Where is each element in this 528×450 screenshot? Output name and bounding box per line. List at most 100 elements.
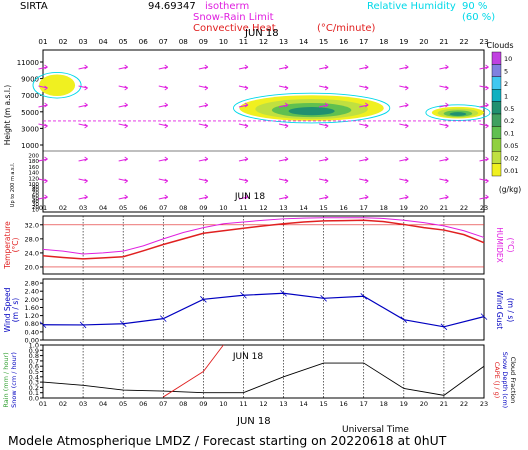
wind-speed-marker bbox=[79, 321, 87, 329]
wind-arrowhead bbox=[164, 85, 169, 91]
wind-arrowhead bbox=[324, 123, 329, 129]
hour-tick-label: 10 bbox=[219, 37, 229, 46]
cape-axis-title: CAPE (J / g) bbox=[493, 362, 501, 399]
rh-90-legend: 90 % bbox=[462, 1, 487, 12]
wind-arrow bbox=[118, 178, 128, 182]
wind-arrow bbox=[38, 85, 48, 89]
colorbar-tick-label: 0.05 bbox=[504, 142, 518, 150]
hour-tick-label: 14 bbox=[299, 400, 307, 408]
wind-arrow bbox=[38, 178, 48, 182]
wind-panel-frame bbox=[42, 278, 485, 341]
rh-60-legend: (60 %) bbox=[462, 12, 495, 23]
wind-arrowhead bbox=[204, 123, 209, 129]
wind-arrow bbox=[118, 66, 128, 70]
wind-arrowhead bbox=[44, 123, 48, 129]
hour-tick-label: 21 bbox=[440, 204, 448, 212]
hour-tick-label: 19 bbox=[400, 400, 408, 408]
wind-arrowhead bbox=[204, 194, 209, 200]
y-tick-label: 1.0 bbox=[29, 342, 39, 350]
wind-arrowhead bbox=[284, 102, 289, 108]
wind-arrow bbox=[359, 85, 369, 89]
snow-axis-title: Snow (cm / hour) bbox=[10, 352, 18, 408]
wind-arrowhead bbox=[124, 178, 128, 184]
wind-arrowhead bbox=[445, 194, 449, 200]
wind-arrowhead bbox=[124, 123, 128, 129]
wind-arrowhead bbox=[485, 102, 489, 108]
model-caption: Modele Atmospherique LMDZ / Forecast sta… bbox=[8, 433, 447, 448]
hour-tick-label: 23 bbox=[480, 400, 488, 408]
wind-arrow bbox=[118, 85, 128, 89]
humidex-line bbox=[42, 217, 485, 255]
wind-arrowhead bbox=[324, 64, 329, 70]
wind-arrow bbox=[158, 123, 168, 127]
wind-arrow bbox=[118, 196, 128, 200]
wind-arrow bbox=[439, 158, 449, 162]
wind-arrowhead bbox=[244, 123, 249, 129]
wind-arrow bbox=[319, 158, 329, 162]
wind-arrowhead bbox=[124, 64, 128, 70]
wind-arrow bbox=[439, 196, 449, 200]
y-tick-label-low: 40 bbox=[32, 199, 40, 205]
y-tick-label: 0.0 bbox=[29, 395, 39, 403]
wind-arrowhead bbox=[84, 64, 88, 70]
wind-arrow bbox=[439, 66, 449, 70]
hour-tick-label: 07 bbox=[159, 37, 168, 46]
wind-speed-marker bbox=[360, 293, 368, 300]
hour-tick-label: 03 bbox=[79, 37, 88, 46]
wind-arrowhead bbox=[204, 178, 209, 184]
snow-depth-axis-title: Snow Depth (cm) bbox=[501, 352, 509, 408]
rh-contour bbox=[425, 104, 491, 121]
y-tick-label: 2.40 bbox=[25, 288, 39, 296]
wind-arrow bbox=[278, 123, 289, 127]
wind-arrow bbox=[439, 104, 449, 108]
wind-arrow bbox=[439, 123, 449, 127]
hour-tick-label: 07 bbox=[159, 400, 167, 408]
y-tick-label: 0.8 bbox=[29, 352, 39, 360]
wind-arrowhead bbox=[364, 102, 369, 108]
cloud-contour bbox=[288, 107, 335, 116]
hour-tick-label: 13 bbox=[279, 400, 287, 408]
wind-arrowhead bbox=[244, 156, 249, 162]
y-tick-label: 0.7 bbox=[29, 357, 39, 365]
wind-arrowhead bbox=[284, 156, 289, 162]
wind-arrowhead bbox=[244, 178, 249, 184]
hour-tick-label: 11 bbox=[239, 204, 247, 212]
wind-arrowhead bbox=[84, 156, 88, 162]
hour-tick-label: 11 bbox=[239, 400, 247, 408]
colorbar-swatch bbox=[491, 76, 502, 90]
hour-tick-label: 22 bbox=[460, 204, 468, 212]
hour-tick-label: 09 bbox=[199, 400, 207, 408]
hour-tick-label: 12 bbox=[259, 400, 267, 408]
wind-arrow bbox=[278, 158, 289, 162]
wind-arrow bbox=[278, 66, 289, 70]
hour-tick-label: 09 bbox=[199, 204, 207, 212]
y-tick-label-low: 30 bbox=[32, 202, 40, 208]
wind-arrow bbox=[78, 178, 88, 182]
hour-tick-label: 03 bbox=[79, 400, 87, 408]
wind-arrow bbox=[158, 66, 168, 70]
hour-tick-label: 04 bbox=[99, 400, 107, 408]
wind-arrow bbox=[158, 178, 168, 182]
wind-arrow bbox=[118, 104, 128, 108]
y-tick-label-low: 80 bbox=[32, 188, 40, 194]
cloud-y-axis-low-title: Up to 200 m a.s.l. bbox=[10, 162, 16, 207]
wind-arrow bbox=[278, 178, 289, 182]
wind-arrow bbox=[399, 104, 409, 108]
colorbar-tick-label: 0.2 bbox=[504, 117, 514, 125]
y-tick-label: 7000 bbox=[21, 92, 39, 100]
wind-arrowhead bbox=[244, 64, 249, 70]
wind-arrow bbox=[238, 158, 249, 162]
hour-tick-label: 03 bbox=[79, 204, 87, 212]
temperature-axis-unit: (°C) bbox=[11, 238, 20, 253]
wind-arrow bbox=[38, 123, 48, 127]
wind-arrow bbox=[158, 196, 168, 200]
hour-tick-label: 01 bbox=[38, 37, 47, 46]
wind-arrowhead bbox=[244, 194, 249, 200]
wind-speed-marker bbox=[39, 321, 47, 329]
wind-arrowhead bbox=[405, 123, 409, 129]
wind-arrow bbox=[399, 85, 409, 89]
y-tick-label: 0.3 bbox=[29, 379, 39, 387]
y-tick-label: 3000 bbox=[21, 125, 39, 133]
wind-arrow bbox=[78, 66, 88, 70]
cloud-y-axis-title: Height (m a.s.l.) bbox=[3, 85, 12, 146]
